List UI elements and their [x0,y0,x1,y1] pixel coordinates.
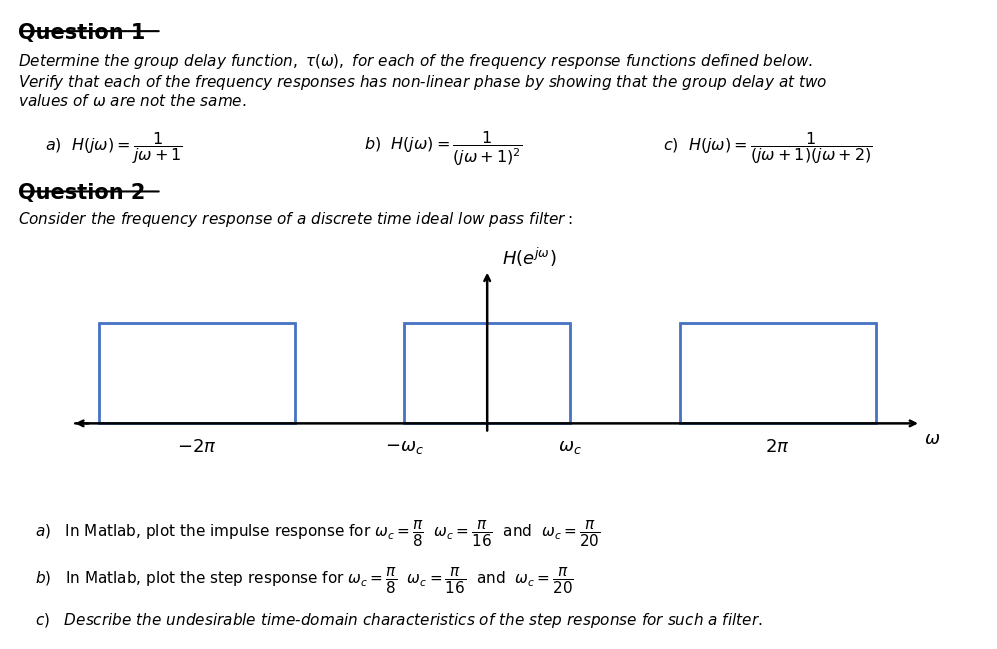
Text: $\omega$: $\omega$ [924,430,940,448]
Text: $a)$   In Matlab, plot the impulse response for $\omega_c = \dfrac{\pi}{8}\ \ \o: $a)$ In Matlab, plot the impulse respons… [35,519,600,549]
Text: $-\omega_c$: $-\omega_c$ [385,439,424,456]
Bar [404,323,570,423]
Text: $\bf{\it{Determine\ the\ group\ delay\ function,}}$$\rm{\ }$$\it{\tau(\omega),}$: $\bf{\it{Determine\ the\ group\ delay\ f… [18,52,814,71]
Text: $\bf{\it{Verify\ that\ each\ of\ the\ frequency\ responses\ has\ non\text{-}line: $\bf{\it{Verify\ that\ each\ of\ the\ fr… [18,73,828,92]
Text: $\it{values\ of\ \omega\ are\ not\ the\ same.}$: $\it{values\ of\ \omega\ are\ not\ the\ … [18,93,246,110]
Text: $b)$   In Matlab, plot the step response for $\omega_c = \dfrac{\pi}{8}\ \ \omeg: $b)$ In Matlab, plot the step response f… [35,566,573,596]
Text: $a)$  $H(j\omega) = \dfrac{1}{j\omega+1}$: $a)$ $H(j\omega) = \dfrac{1}{j\omega+1}$ [45,130,182,165]
Text: $-2\pi$: $-2\pi$ [177,439,216,456]
Text: $2\pi$: $2\pi$ [766,439,790,456]
Bar [99,323,295,423]
Bar [680,323,875,423]
Text: $c)$   $\it{Describe\ the\ undesirable\ time\text{-}domain\ characteristics\ of\: $c)$ $\it{Describe\ the\ undesirable\ ti… [35,611,763,630]
Text: $\it{Consider\ the\ frequency\ response\ of\ a\ discrete\ time\ ideal\ low\ pass: $\it{Consider\ the\ frequency\ response\… [18,210,572,229]
Text: $\omega_c$: $\omega_c$ [558,439,582,456]
Text: Question 2: Question 2 [18,183,146,203]
Text: $H(e^{j\omega})$: $H(e^{j\omega})$ [502,245,556,269]
Text: $c)$  $H(j\omega) = \dfrac{1}{(j\omega+1)(j\omega+2)}$: $c)$ $H(j\omega) = \dfrac{1}{(j\omega+1)… [663,130,872,165]
Text: $b)$  $H(j\omega) = \dfrac{1}{(j\omega+1)^2}$: $b)$ $H(j\omega) = \dfrac{1}{(j\omega+1)… [364,130,522,169]
Text: Question 1: Question 1 [18,23,146,43]
